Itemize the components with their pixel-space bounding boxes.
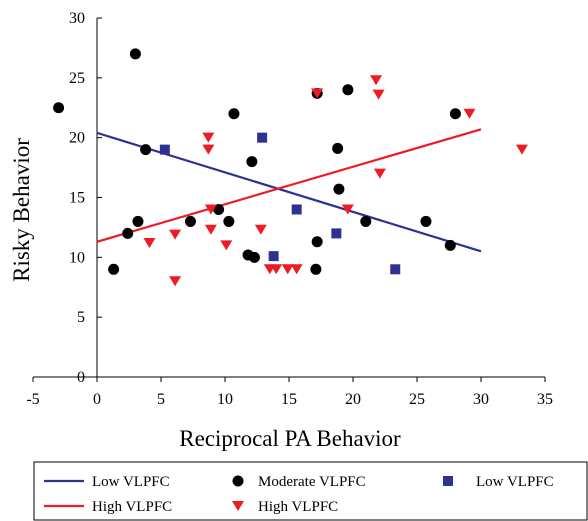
- x-tick-label: -5: [26, 391, 39, 408]
- y-tick-label: 0: [77, 369, 85, 386]
- legend-label: Moderate VLPFC: [258, 474, 366, 490]
- high-point: [311, 88, 324, 99]
- high-point: [370, 75, 383, 86]
- moderate-point: [223, 215, 235, 227]
- low-point: [291, 204, 302, 215]
- x-tick-label: 5: [157, 391, 165, 408]
- moderate-point: [444, 239, 456, 251]
- high-point: [373, 168, 386, 179]
- y-tick-label: 10: [69, 249, 85, 266]
- x-axis-title: Reciprocal PA Behavior: [179, 426, 401, 451]
- x-tick-label: 10: [217, 391, 233, 408]
- x-tick-label: 25: [409, 391, 425, 408]
- moderate-point: [420, 215, 432, 227]
- moderate-point: [122, 227, 134, 239]
- y-tick-label: 25: [69, 70, 85, 87]
- low-point: [257, 132, 268, 143]
- legend-entry: Low VLPFC: [443, 474, 554, 490]
- legend: Low VLPFC Moderate VLPFC Low VLPFC High VLP…: [33, 461, 588, 521]
- high-point: [169, 229, 182, 240]
- x-tick-label: 0: [93, 391, 101, 408]
- moderate-point: [360, 215, 372, 227]
- high-point: [463, 108, 476, 119]
- y-tick-label: 5: [77, 309, 85, 326]
- high-point: [290, 264, 303, 275]
- regression-lines: [96, 128, 482, 253]
- y-tick-label: 15: [69, 190, 85, 207]
- legend-entry: High VLPFC: [232, 499, 338, 515]
- legend-label: Low VLPFC: [476, 474, 554, 490]
- moderate-point: [184, 215, 196, 227]
- high-point: [220, 240, 233, 251]
- high-point: [169, 276, 182, 287]
- high-point: [204, 224, 217, 235]
- high-point: [281, 264, 294, 275]
- plot-area: 0 5 10 15 20 25 30 -5 0 5 10 15 20 25 30 35: [26, 10, 553, 408]
- low-point: [268, 251, 279, 262]
- moderate-point: [228, 108, 240, 120]
- moderate-point: [332, 142, 344, 154]
- legend-triangle-down-swatch: [232, 501, 244, 511]
- moderate-point: [108, 263, 120, 275]
- y-tick-label: 30: [69, 10, 85, 27]
- low-point: [331, 228, 342, 239]
- moderate-point: [213, 203, 225, 215]
- legend-circle-swatch: [232, 475, 244, 487]
- data-points: [53, 48, 528, 287]
- x-axis-ticks: -5 0 5 10 15 20 25 30 35: [26, 377, 553, 408]
- moderate-point: [310, 263, 322, 275]
- x-tick-label: 35: [537, 391, 553, 408]
- high-point: [341, 204, 354, 215]
- y-axis-ticks: 0 5 10 15 20 25 30: [69, 10, 102, 386]
- y-tick-label: 20: [69, 130, 85, 147]
- legend-label: High VLPFC: [258, 499, 338, 515]
- high-point: [372, 89, 385, 100]
- moderate-point: [53, 102, 65, 114]
- low-point: [159, 144, 170, 155]
- x-tick-label: 15: [281, 391, 297, 408]
- high-point: [270, 264, 283, 275]
- high-point: [202, 144, 215, 155]
- legend-entry: High VLPFC: [44, 499, 172, 515]
- moderate-point: [248, 251, 260, 263]
- low-point: [390, 264, 401, 275]
- moderate-point: [342, 84, 354, 96]
- high-point: [515, 144, 528, 155]
- legend-square-swatch: [443, 476, 453, 486]
- moderate-point: [129, 48, 141, 60]
- high-point: [202, 132, 215, 143]
- legend-entry: Moderate VLPFC: [232, 474, 366, 490]
- moderate-point: [449, 108, 461, 120]
- regression-line-low-vlpfc: [96, 131, 482, 253]
- high-point: [254, 224, 267, 235]
- legend-label: Low VLPFC: [92, 474, 170, 490]
- moderate-point: [132, 215, 144, 227]
- y-axis-title: Risky Behavior: [9, 138, 34, 282]
- regression-line-high-vlpfc: [96, 128, 482, 243]
- legend-label: High VLPFC: [92, 499, 172, 515]
- legend-box: [33, 461, 588, 521]
- x-tick-label: 30: [473, 391, 489, 408]
- moderate-point: [311, 236, 323, 248]
- high-point: [204, 204, 217, 215]
- x-tick-label: 20: [345, 391, 361, 408]
- moderate-point: [246, 156, 258, 168]
- moderate-point: [140, 144, 152, 156]
- moderate-point: [333, 183, 345, 195]
- legend-entry: Low VLPFC: [44, 474, 170, 490]
- high-point: [143, 237, 156, 248]
